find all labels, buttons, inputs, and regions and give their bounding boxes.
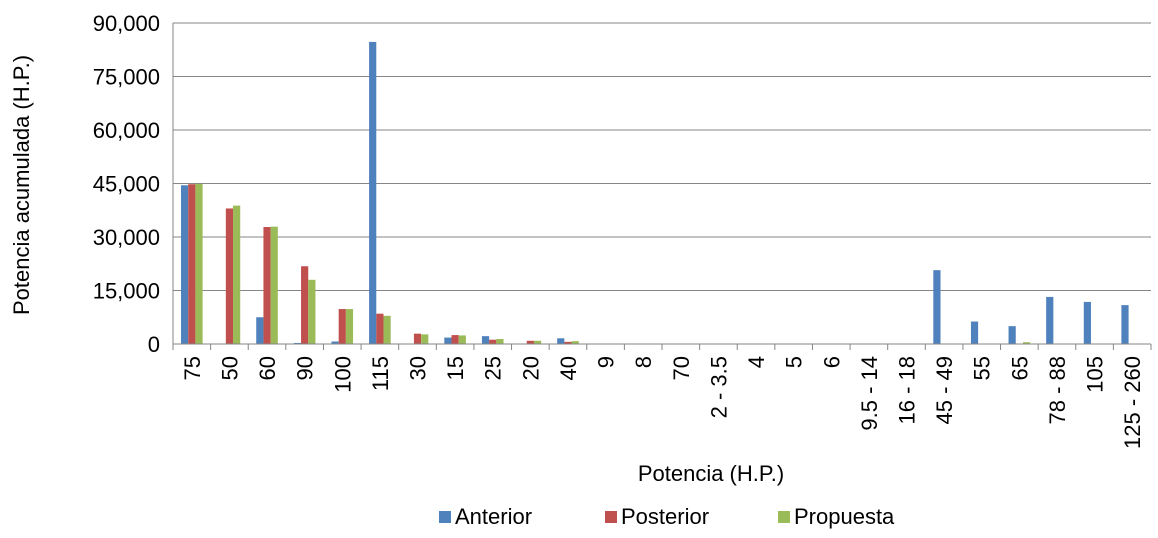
x-tick-label: 60 — [255, 356, 280, 380]
x-tick-label: 8 — [631, 356, 656, 368]
x-tick-label: 30 — [406, 356, 431, 380]
x-tick-labels: 75 50 60 90 100 115 30 15 25 20 40 9 8 70 2 - 3.5 4 5 6 9.… — [180, 356, 1145, 449]
bar-anterior — [331, 341, 339, 344]
bar-anterior — [181, 185, 189, 344]
bar-anterior — [256, 317, 264, 344]
bar-propuesta — [458, 335, 466, 344]
y-tick-label: 30,000 — [93, 225, 160, 250]
x-tick-label: 125 - 260 — [1120, 356, 1145, 449]
legend-swatch-anterior — [439, 511, 451, 523]
legend-swatch-posterior — [605, 511, 617, 523]
x-tick-label: 55 — [970, 356, 995, 380]
x-tick-label: 25 — [481, 356, 506, 380]
bar-propuesta — [308, 279, 316, 344]
bar-anterior — [1046, 296, 1054, 344]
bar-posterior — [376, 313, 384, 344]
x-tick-label: 78 - 88 — [1045, 356, 1070, 425]
bar-anterior — [293, 342, 302, 344]
x-tick-label: 20 — [518, 356, 543, 380]
bar-propuesta — [421, 334, 429, 344]
x-tick-label: 2 - 3.5 — [706, 356, 731, 418]
bar-anterior — [1008, 326, 1016, 344]
bar-anterior — [970, 321, 979, 344]
bar-propuesta — [195, 183, 203, 344]
x-tick-label: 45 - 49 — [932, 356, 957, 425]
y-axis-title: Potencia acumulada (H.P.) — [9, 55, 34, 315]
bar-posterior — [526, 340, 534, 344]
legend-swatch-propuesta — [778, 511, 790, 523]
bar-anterior — [444, 337, 452, 344]
bar-anterior — [1121, 305, 1129, 344]
legend-label-anterior: Anterior — [455, 504, 532, 529]
bar-propuesta — [571, 341, 579, 344]
bar-posterior — [301, 266, 309, 344]
x-tick-label: 90 — [293, 356, 318, 380]
x-tick-label: 4 — [744, 356, 769, 368]
legend-label-posterior: Posterior — [621, 504, 709, 529]
x-tick-label: 15 — [443, 356, 468, 380]
x-tick-label: 50 — [217, 356, 242, 380]
x-tick-label: 5 — [782, 356, 807, 368]
x-axis-title: Potencia (H.P.) — [638, 461, 784, 486]
bar-posterior — [413, 333, 422, 344]
x-tick-label: 9.5 - 14 — [857, 356, 882, 431]
bar-anterior — [557, 338, 565, 344]
bar-anterior — [1083, 301, 1091, 344]
y-tick-label: 60,000 — [93, 118, 160, 143]
bar-posterior — [564, 341, 572, 344]
x-tick-label: 100 — [330, 356, 355, 393]
bar-posterior — [188, 184, 196, 344]
y-tick-label: 45,000 — [93, 172, 160, 197]
y-tick-label: 0 — [148, 332, 160, 357]
bar-anterior — [933, 270, 941, 344]
x-tick-label: 40 — [556, 356, 581, 380]
bar-propuesta — [383, 315, 391, 344]
bar-posterior — [338, 309, 346, 344]
x-tick-label: 9 — [594, 356, 619, 368]
bar-propuesta — [270, 226, 278, 344]
bar-posterior — [451, 335, 459, 344]
bar-propuesta — [1022, 342, 1031, 344]
y-tick-labels: 0 15,000 30,000 45,000 60,000 75,000 90,000 — [93, 11, 160, 357]
bar-posterior — [263, 227, 271, 344]
bar-propuesta — [233, 205, 241, 344]
bar-propuesta — [533, 340, 542, 344]
gridlines — [173, 22, 1151, 291]
y-tick-label: 90,000 — [93, 11, 160, 36]
x-tick-label: 105 — [1083, 356, 1108, 393]
x-tick-label: 65 — [1007, 356, 1032, 380]
bar-propuesta — [345, 309, 354, 344]
bar-anterior — [369, 41, 377, 345]
legend-label-propuesta: Propuesta — [794, 504, 895, 529]
x-tick-label: 70 — [669, 356, 694, 380]
y-tick-label: 15,000 — [93, 279, 160, 304]
x-tick-label: 16 - 18 — [895, 356, 920, 425]
bar-posterior — [489, 339, 497, 344]
legend: Anterior Posterior Propuesta — [439, 504, 895, 529]
bar-propuesta — [496, 339, 504, 344]
bar-anterior — [481, 336, 490, 344]
bar-posterior — [225, 208, 234, 344]
y-tick-label: 75,000 — [93, 65, 160, 90]
x-tick-label: 75 — [180, 356, 205, 380]
bars — [181, 41, 1129, 345]
axes — [172, 23, 1152, 350]
x-tick-label: 6 — [819, 356, 844, 368]
x-tick-label: 115 — [368, 356, 393, 391]
